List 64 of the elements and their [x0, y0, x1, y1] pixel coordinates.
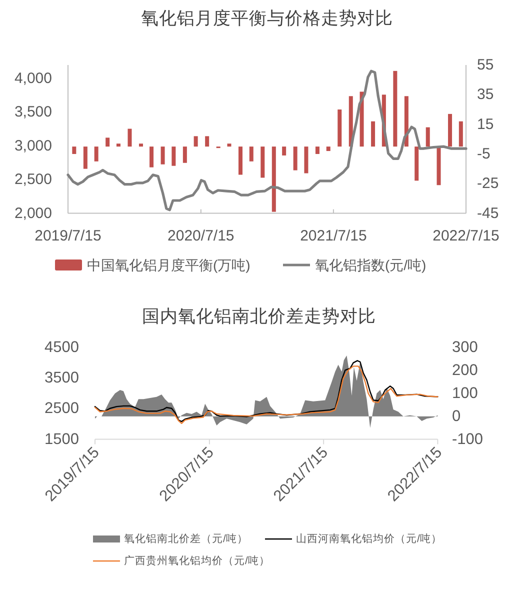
y-tick-label: 3,000	[14, 137, 52, 154]
y2-tick-label: -5	[477, 145, 490, 162]
y-tick-label: 2,500	[14, 171, 52, 188]
bar	[238, 146, 242, 175]
y-tick-label: 3500	[44, 370, 80, 387]
bar	[272, 146, 276, 212]
y-tick-label: 4500	[44, 339, 80, 356]
y2-tick-label: 100	[452, 384, 478, 402]
y-tick-label: 3,500	[14, 104, 52, 121]
bar	[182, 146, 187, 163]
bar	[448, 114, 452, 147]
bar	[426, 127, 430, 147]
y2-tick-label: 300	[452, 339, 478, 356]
y-tick-label: 2500	[44, 400, 80, 418]
legend-label: 广西贵州氧化铝均价（元/吨）	[124, 554, 270, 567]
bar	[338, 109, 342, 147]
y2-tick-label: 200	[452, 362, 478, 379]
line-series	[66, 70, 468, 212]
bar	[436, 146, 441, 186]
bar	[315, 146, 320, 154]
bar	[393, 70, 398, 147]
bar	[72, 146, 76, 154]
legend-label: 氧化铝南北价差（元/吨）	[124, 532, 248, 545]
bar	[160, 146, 165, 164]
x-tick-label: 2022/7/15	[432, 227, 500, 244]
y-tick-label: 1500	[44, 430, 80, 448]
y2-tick-label: 0	[452, 408, 461, 425]
bar	[128, 128, 132, 147]
bar	[194, 136, 198, 147]
y-tick-label: 4,000	[14, 70, 52, 87]
legend-label: 山西河南氧化铝均价（元/吨）	[296, 532, 442, 545]
y2-tick-label: -100	[452, 430, 484, 448]
y2-tick-label: -25	[477, 175, 499, 192]
x-tick-label: 2019/7/15	[34, 227, 102, 244]
bar	[138, 144, 143, 147]
bar	[414, 146, 419, 181]
x-tick-label: 2020/7/15	[168, 227, 234, 244]
bar	[458, 121, 463, 147]
chart-title: 氧化铝月度平衡与价格走势对比	[141, 8, 393, 28]
y2-tick-label: -45	[477, 204, 499, 222]
bar	[94, 146, 98, 162]
bar	[150, 146, 154, 168]
bar	[106, 138, 110, 147]
bar	[116, 144, 120, 147]
bar	[282, 146, 286, 156]
bar	[371, 121, 376, 147]
bar	[83, 146, 88, 169]
bar	[205, 136, 210, 147]
y-tick-label: 2,000	[14, 204, 52, 222]
bar	[326, 146, 330, 152]
y2-tick-label: 15	[477, 116, 494, 133]
bar	[227, 144, 232, 147]
bar	[172, 146, 176, 166]
legend-label: 氧化铝指数(元/吨)	[315, 257, 426, 273]
chart-title: 国内氧化铝南北价差走势对比	[142, 306, 376, 326]
bar	[260, 146, 265, 178]
bar	[293, 146, 298, 170]
legend-label: 中国氧化铝月度平衡(万吨)	[87, 257, 250, 273]
y2-tick-label: 35	[477, 86, 494, 104]
bar	[304, 146, 308, 174]
x-tick-label: 2021/7/15	[300, 227, 367, 244]
bar	[404, 96, 408, 147]
bar	[249, 146, 254, 162]
y2-tick-label: 55	[477, 56, 494, 74]
